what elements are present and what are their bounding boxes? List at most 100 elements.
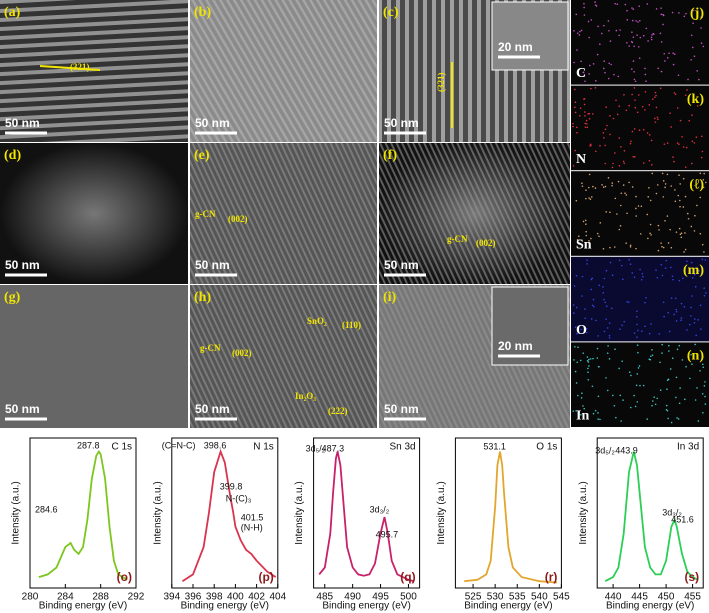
- x-axis-title: Binding energy (eV): [464, 601, 552, 612]
- map-dot: [633, 70, 635, 73]
- map-dot: [676, 107, 679, 109]
- map-dot: [612, 394, 614, 397]
- map-dot: [637, 205, 640, 207]
- plot-frame: [29, 437, 137, 589]
- plot-frame: [313, 437, 421, 589]
- element-label: C: [576, 66, 586, 81]
- map-dot: [676, 348, 679, 351]
- map-dot: [642, 162, 645, 164]
- map-dot: [592, 185, 594, 188]
- map-dot: [590, 278, 593, 281]
- x-tick-label: 398: [206, 592, 223, 603]
- lattice-fringes: [190, 0, 377, 142]
- scale-bar-label: 20 nm: [498, 339, 533, 353]
- map-dot: [678, 402, 681, 405]
- map-dot: [667, 378, 670, 381]
- map-dot: [667, 242, 670, 244]
- annotation: (222): [328, 406, 348, 416]
- map-dot: [639, 36, 642, 39]
- map-dot: [633, 332, 636, 334]
- panel-label: (p): [258, 570, 273, 584]
- map-dot: [690, 261, 693, 264]
- map-dot: [701, 243, 704, 246]
- map-dot: [584, 122, 587, 125]
- map-dot: [582, 71, 585, 74]
- map-dot: [669, 368, 672, 370]
- map-dot: [670, 266, 672, 269]
- map-dot: [575, 13, 578, 16]
- map-dot: [623, 162, 626, 165]
- map-dot: [660, 41, 663, 43]
- map-dot: [700, 16, 702, 18]
- map-dot: [598, 235, 600, 238]
- map-dot: [644, 73, 647, 76]
- map-dot: [585, 223, 587, 225]
- x-tick-label: 396: [185, 592, 202, 603]
- map-dot: [606, 389, 609, 392]
- map-dot: [580, 413, 582, 416]
- map-dot: [584, 317, 586, 320]
- map-dot: [632, 36, 635, 38]
- map-dot: [631, 130, 634, 133]
- map-dot: [646, 3, 649, 5]
- map-dot: [701, 135, 703, 138]
- map-dot: [631, 93, 633, 96]
- map-dot: [679, 233, 682, 236]
- panel-label: (d): [4, 148, 21, 163]
- map-dot: [614, 2, 616, 5]
- peak-annotation: 398.6: [204, 440, 227, 450]
- map-dot: [574, 101, 577, 104]
- map-dot: [699, 172, 702, 175]
- map-dot: [604, 128, 607, 131]
- map-dot: [574, 106, 576, 109]
- map-dot: [623, 320, 626, 323]
- map-dot: [629, 246, 632, 248]
- map-dot: [618, 105, 621, 107]
- map-dot: [686, 89, 688, 91]
- map-dot: [628, 371, 631, 374]
- map-dot: [586, 123, 588, 125]
- map-dot: [611, 307, 613, 310]
- x-tick-label: 402: [248, 592, 265, 603]
- map-dot: [585, 119, 588, 122]
- map-dot: [602, 132, 605, 134]
- map-dot: [618, 228, 621, 231]
- map-dot: [704, 259, 707, 261]
- map-dot: [675, 308, 677, 311]
- map-dot: [637, 46, 640, 48]
- map-dot: [594, 1, 596, 3]
- map-dot: [693, 322, 696, 324]
- x-tick-label: 450: [658, 592, 675, 603]
- map-dot: [684, 248, 687, 251]
- map-dot: [632, 155, 635, 158]
- map-dot: [593, 305, 595, 308]
- map-dot: [696, 105, 699, 107]
- map-dot: [674, 200, 677, 203]
- map-dot: [628, 258, 630, 261]
- map-dot: [662, 301, 665, 304]
- map-dot: [585, 234, 588, 237]
- map-dot: [634, 405, 637, 408]
- x-tick-label: 535: [509, 592, 526, 603]
- map-dot: [602, 247, 605, 250]
- x-tick-label: 530: [487, 592, 504, 603]
- map-dot: [694, 214, 696, 217]
- spectrum: [604, 451, 699, 582]
- map-dot: [617, 75, 620, 78]
- map-dot: [678, 227, 681, 230]
- x-tick-label: 400: [227, 592, 244, 603]
- map-dot: [572, 165, 575, 167]
- map-dot: [588, 73, 590, 75]
- map-dot: [659, 87, 662, 90]
- map-dot: [607, 177, 610, 179]
- annotation: (321): [436, 73, 446, 93]
- panel-label: (b): [194, 5, 211, 20]
- map-dot: [599, 222, 602, 224]
- map-dot: [572, 125, 574, 128]
- map-dot: [620, 192, 623, 195]
- map-dot: [640, 279, 643, 281]
- map-dot: [692, 9, 695, 12]
- x-axis-title: Binding energy (eV): [606, 601, 694, 612]
- map-dot: [700, 328, 702, 330]
- map-dot: [699, 196, 702, 199]
